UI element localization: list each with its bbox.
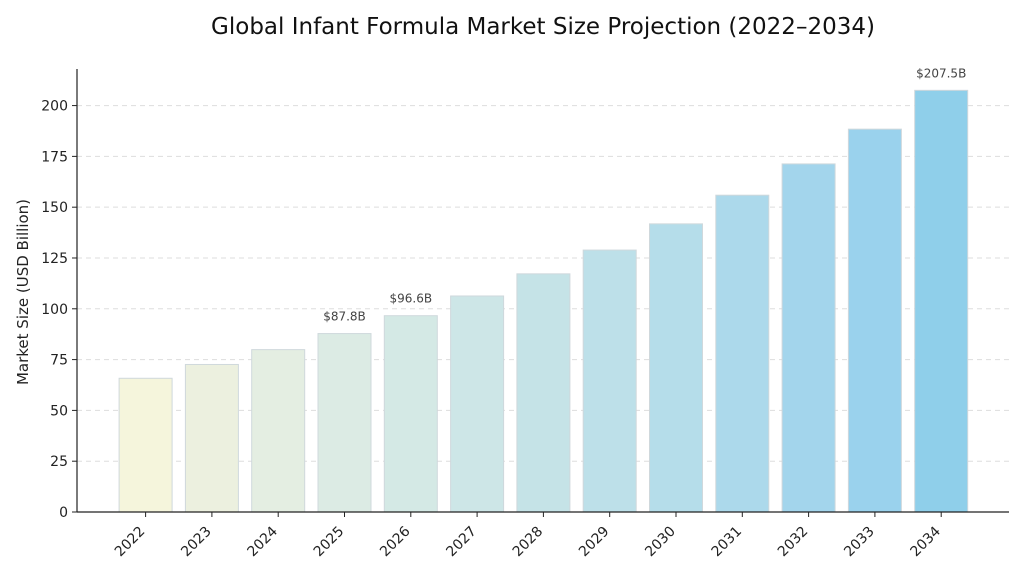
x-tick-label-2033: 2033 (841, 524, 878, 561)
y-axis-title: Market Size (USD Billion) (14, 199, 32, 385)
x-tick-label-2026: 2026 (377, 523, 414, 560)
x-tick-label-2027: 2027 (443, 524, 480, 561)
y-tick-label-175: 175 (41, 149, 68, 165)
x-tick-label-2030: 2030 (642, 524, 679, 561)
x-tick-label-2029: 2029 (576, 524, 613, 561)
x-tick-label-2023: 2023 (178, 524, 215, 561)
x-tick-label-2032: 2032 (775, 524, 812, 561)
data-labels: $87.8B $96.6B $207.5B (323, 66, 966, 323)
x-tick-label-2025: 2025 (311, 524, 348, 561)
x-tick-label-2022: 2022 (112, 524, 149, 561)
x-tick-label-2031: 2031 (709, 524, 746, 561)
bar-2033 (847, 128, 902, 513)
bar-2026 (383, 315, 438, 513)
data-label-2026: $96.6B (390, 292, 433, 306)
chart-title: Global Infant Formula Market Size Projec… (211, 14, 875, 40)
data-label-2025: $87.8B (323, 310, 366, 324)
y-tick-label-100: 100 (41, 302, 68, 318)
bar-2027 (450, 295, 505, 513)
bar-2032 (781, 163, 836, 513)
bar-2034 (914, 89, 969, 513)
y-tick-label-50: 50 (50, 403, 68, 419)
data-label-2034: $207.5B (916, 66, 966, 80)
y-tick-label-150: 150 (41, 200, 68, 216)
y-tick-label-75: 75 (50, 353, 68, 369)
y-tick-label-200: 200 (41, 99, 68, 115)
bar-2030 (649, 223, 703, 513)
x-tick-label-2034: 2034 (908, 523, 945, 560)
bar-2024 (251, 349, 306, 513)
bar-2022 (118, 377, 173, 513)
bar-2025 (317, 333, 372, 513)
bar-2028 (516, 273, 571, 513)
bar-2029 (582, 249, 637, 513)
x-tick-label-2028: 2028 (510, 524, 547, 561)
bar-2023 (184, 363, 239, 513)
y-tick-label-125: 125 (41, 251, 68, 267)
bars (118, 89, 969, 513)
y-tick-label-25: 25 (50, 454, 68, 470)
x-tick-label-2024: 2024 (245, 523, 282, 560)
y-tick-label-0: 0 (59, 505, 68, 521)
bar-2031 (715, 194, 770, 513)
